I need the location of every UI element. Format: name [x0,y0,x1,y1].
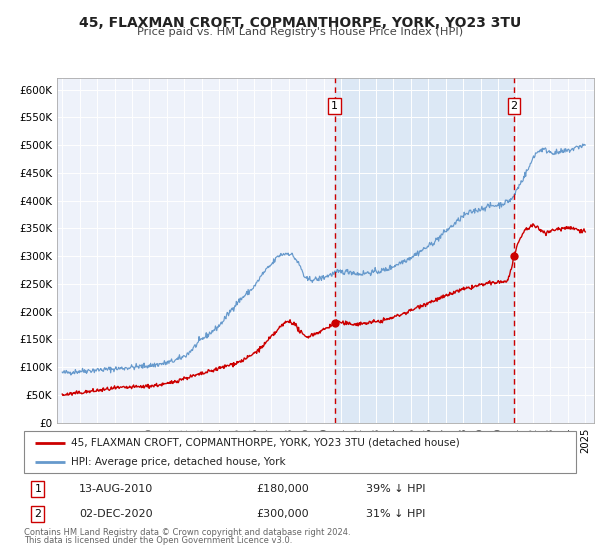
Text: 1: 1 [331,101,338,111]
Text: 13-AUG-2010: 13-AUG-2010 [79,484,154,494]
Text: This data is licensed under the Open Government Licence v3.0.: This data is licensed under the Open Gov… [24,536,292,545]
Text: £180,000: £180,000 [256,484,308,494]
Text: Price paid vs. HM Land Registry's House Price Index (HPI): Price paid vs. HM Land Registry's House … [137,27,463,37]
Text: 2: 2 [511,101,518,111]
Bar [335,78,514,423]
Text: 2: 2 [34,509,41,519]
Text: 39% ↓ HPI: 39% ↓ HPI [366,484,426,494]
Text: 45, FLAXMAN CROFT, COPMANTHORPE, YORK, YO23 3TU (detached house): 45, FLAXMAN CROFT, COPMANTHORPE, YORK, Y… [71,438,460,448]
Text: 45, FLAXMAN CROFT, COPMANTHORPE, YORK, YO23 3TU: 45, FLAXMAN CROFT, COPMANTHORPE, YORK, Y… [79,16,521,30]
Text: HPI: Average price, detached house, York: HPI: Average price, detached house, York [71,458,286,467]
Text: £300,000: £300,000 [256,509,308,519]
Text: 1: 1 [34,484,41,494]
Text: 31% ↓ HPI: 31% ↓ HPI [366,509,425,519]
Text: Contains HM Land Registry data © Crown copyright and database right 2024.: Contains HM Land Registry data © Crown c… [24,528,350,536]
Text: 02-DEC-2020: 02-DEC-2020 [79,509,153,519]
